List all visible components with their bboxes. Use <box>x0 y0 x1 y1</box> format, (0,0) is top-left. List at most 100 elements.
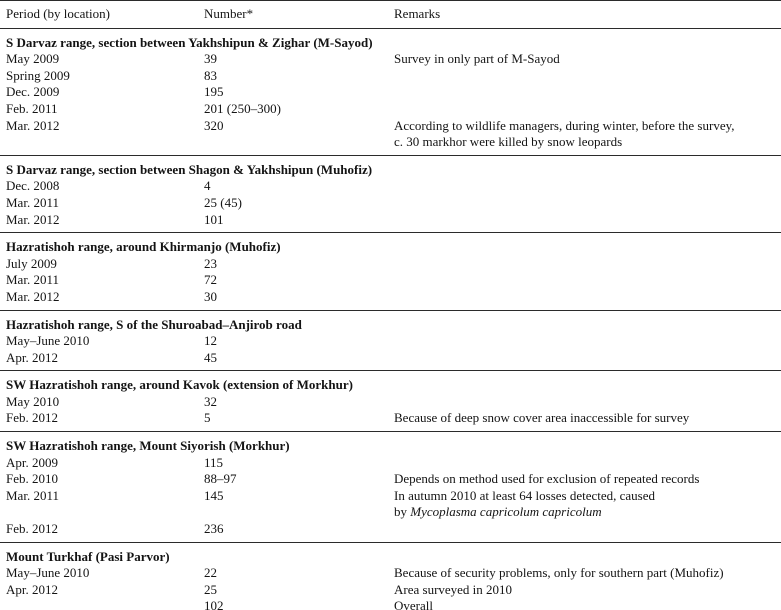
remarks-cell: In autumn 2010 at least 64 losses detect… <box>394 488 781 521</box>
period-cell: May 2010 <box>6 393 60 409</box>
number-cell: 195 <box>204 84 224 100</box>
remarks-cell <box>394 68 781 85</box>
section-header-row: S Darvaz range, section between Shagon &… <box>0 155 781 178</box>
period-cell: Mar. 2011 <box>6 194 59 210</box>
number-cell: 32 <box>204 393 217 409</box>
period-cell: Apr. 2009 <box>6 454 58 470</box>
section-header-row: SW Hazratishoh range, around Kavok (exte… <box>0 371 781 394</box>
period-cell: May–June 2010 <box>6 333 90 349</box>
table-row: Dec. 2008 4 <box>0 178 781 195</box>
period-cell: May 2009 <box>6 51 60 67</box>
section-title: Hazratishoh range, S of the Shuroabad–An… <box>6 316 302 332</box>
table-row: Apr. 2009 115 <box>0 455 781 472</box>
col-header-number: Number* <box>204 0 394 29</box>
number-cell: 30 <box>204 288 217 304</box>
period-cell: Mar. 2012 <box>6 288 60 304</box>
section-mount-turkhaf: Mount Turkhaf (Pasi Parvor) May–June 201… <box>0 542 781 610</box>
table-row: Mar. 2011 25 (45) <box>0 195 781 212</box>
section-header-row: Hazratishoh range, around Khirmanjo (Muh… <box>0 233 781 256</box>
remarks-cell <box>394 333 781 350</box>
period-cell: Feb. 2012 <box>6 521 58 537</box>
table-head: Period (by location) Number* Remarks <box>0 0 781 29</box>
remarks-cell: According to wildlife managers, during w… <box>394 118 781 156</box>
remarks-cell <box>394 178 781 195</box>
number-cell: 145 <box>204 487 224 503</box>
period-cell: Apr. 2012 <box>6 581 58 597</box>
col-header-remarks: Remarks <box>394 0 781 29</box>
period-cell: July 2009 <box>6 255 57 271</box>
remarks-cell <box>394 289 781 310</box>
number-cell: 25 <box>204 581 217 597</box>
remarks-line: In autumn 2010 at least 64 losses detect… <box>394 487 656 503</box>
header-row: Period (by location) Number* Remarks <box>0 0 781 29</box>
number-cell: 4 <box>204 178 211 194</box>
number-cell: 201 (250–300) <box>204 100 281 116</box>
period-cell: Feb. 2012 <box>6 410 58 426</box>
number-cell: 22 <box>204 565 217 581</box>
table-row: Feb. 2011 201 (250–300) <box>0 101 781 118</box>
table-row: July 2009 23 <box>0 256 781 273</box>
period-cell: May–June 2010 <box>6 565 90 581</box>
section-header-row: S Darvaz range, section between Yakhship… <box>0 28 781 51</box>
remarks-cell: Overall <box>394 598 433 610</box>
number-cell: 25 (45) <box>204 194 242 210</box>
table-row: May–June 2010 12 <box>0 333 781 350</box>
period-cell: Feb. 2011 <box>6 100 58 116</box>
table-row: Apr. 2012 45 <box>0 350 781 371</box>
section-darvaz-shagon-yakhshipun: S Darvaz range, section between Shagon &… <box>0 155 781 232</box>
number-cell: 101 <box>204 211 224 227</box>
remarks-cell: Survey in only part of M-Sayod <box>394 51 560 67</box>
remarks-cell: Area surveyed in 2010 <box>394 581 513 597</box>
remarks-line: by <box>394 504 411 520</box>
table-row: Spring 2009 83 <box>0 68 781 85</box>
remarks-cell <box>394 350 781 371</box>
table-row: Mar. 2012 320 According to wildlife mana… <box>0 118 781 156</box>
number-cell: 23 <box>204 255 217 271</box>
remarks-cell <box>394 84 781 101</box>
period-cell: Apr. 2012 <box>6 349 58 365</box>
section-header-row: Mount Turkhaf (Pasi Parvor) <box>0 542 781 565</box>
section-header-row: SW Hazratishoh range, Mount Siyorish (Mo… <box>0 432 781 455</box>
remarks-cell <box>394 272 781 289</box>
table-row: Feb. 2010 88–97 Depends on method used f… <box>0 471 781 488</box>
number-cell: 45 <box>204 349 217 365</box>
section-title: S Darvaz range, section between Shagon &… <box>6 161 373 177</box>
section-title: SW Hazratishoh range, around Kavok (exte… <box>6 377 353 393</box>
period-cell: Dec. 2008 <box>6 178 60 194</box>
section-title: S Darvaz range, section between Yakhship… <box>6 34 373 50</box>
remarks-cell <box>394 394 781 411</box>
table-row: Dec. 2009 195 <box>0 84 781 101</box>
section-sw-hazratishoh-siyorish: SW Hazratishoh range, Mount Siyorish (Mo… <box>0 431 781 543</box>
period-cell <box>0 598 204 610</box>
number-cell: 5 <box>204 410 211 426</box>
table-row: Mar. 2011 145 In autumn 2010 at least 64… <box>0 488 781 521</box>
period-cell: Feb. 2010 <box>6 471 58 487</box>
table-row: Mar. 2012 30 <box>0 289 781 310</box>
period-cell: Mar. 2012 <box>6 117 60 133</box>
remarks-cell: Depends on method used for exclusion of … <box>394 471 700 487</box>
remarks-cell <box>394 212 781 233</box>
table-row: May–June 2010 22 Because of security pro… <box>0 565 781 582</box>
number-cell: 88–97 <box>204 471 237 487</box>
table-row: Feb. 2012 236 <box>0 521 781 542</box>
number-cell: 102 <box>204 598 224 610</box>
table-row: Feb. 2012 5 Because of deep snow cover a… <box>0 410 781 431</box>
period-cell: Mar. 2012 <box>6 211 60 227</box>
period-cell: Mar. 2011 <box>6 487 59 503</box>
number-cell: 320 <box>204 117 224 133</box>
remarks-cell <box>394 455 781 472</box>
table-row: May 2009 39 Survey in only part of M-Say… <box>0 51 781 68</box>
section-darvaz-yakhshipun-zighar: S Darvaz range, section between Yakhship… <box>0 28 781 155</box>
remarks-cell: Because of security problems, only for s… <box>394 565 724 581</box>
remarks-cell <box>394 101 781 118</box>
section-hazratishoh-shuroabad-anjirob: Hazratishoh range, S of the Shuroabad–An… <box>0 310 781 371</box>
table-row: 102 Overall <box>0 598 781 610</box>
remarks-cell: Because of deep snow cover area inaccess… <box>394 410 690 426</box>
species-name: Mycoplasma capricolum capricolum <box>410 504 602 520</box>
remarks-line: According to wildlife managers, during w… <box>394 117 735 133</box>
period-cell: Mar. 2011 <box>6 272 59 288</box>
number-cell: 12 <box>204 333 217 349</box>
table-row: Mar. 2012 101 <box>0 212 781 233</box>
